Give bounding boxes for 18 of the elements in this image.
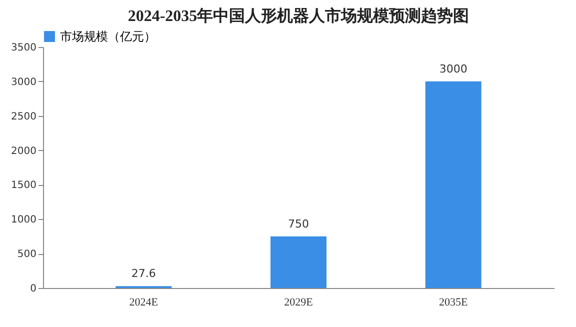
y-tick-label: 3000 (11, 76, 36, 88)
bar (270, 236, 326, 288)
y-tick-label: 2500 (11, 111, 36, 122)
data-label: 3000 (439, 62, 468, 76)
x-tick-label: 2029E (284, 296, 314, 308)
y-tick-label: 1000 (11, 214, 36, 226)
legend-label: 市场规模（亿元） (60, 30, 156, 44)
y-tick-label: 500 (17, 249, 36, 260)
y-tick-label: 2000 (11, 146, 36, 157)
y-tick-label: 0 (30, 284, 36, 294)
y-tick-label: 1500 (11, 180, 36, 192)
x-tick-label: 2035E (438, 296, 468, 308)
data-label: 750 (288, 217, 309, 230)
bar (425, 81, 482, 288)
x-tick-label: 2024E (129, 296, 158, 308)
y-tick-label: 3500 (11, 42, 36, 54)
chart-title: 2024-2035年中国人形机器人市场规模预测趋势图 (128, 7, 470, 25)
data-label: 27.6 (131, 267, 156, 280)
